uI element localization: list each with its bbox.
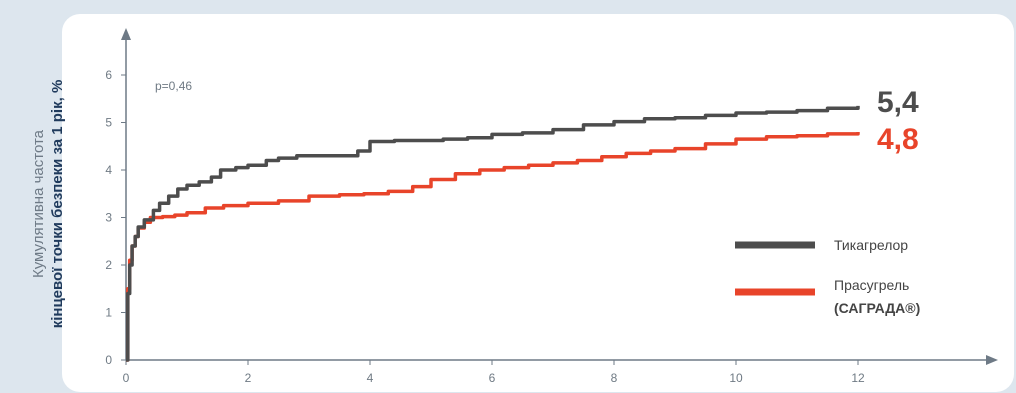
x-tick-label: 0 — [123, 371, 130, 385]
end-label-ticagrelor: 5,4 — [877, 86, 919, 119]
y-tick-label: 6 — [105, 68, 112, 82]
x-tick-label: 2 — [245, 371, 252, 385]
p-value-annotation: p=0,46 — [155, 79, 192, 93]
series-line-ticagrelor — [126, 105, 860, 362]
y-tick-label: 2 — [105, 258, 112, 272]
x-tick-label: 10 — [729, 371, 743, 385]
y-tick-label: 3 — [105, 211, 112, 225]
end-label-prasugrel: 4,8 — [877, 123, 919, 156]
y-tick-label: 4 — [105, 163, 112, 177]
x-tick-label: 6 — [489, 371, 496, 385]
chart-card — [62, 14, 1014, 392]
y-axis-arrow — [121, 28, 131, 40]
legend-label-prasugrel-line2: (САГРАДА®) — [834, 300, 920, 316]
axes — [121, 28, 998, 365]
y-tick-label: 0 — [105, 353, 112, 367]
x-tick-label: 12 — [851, 371, 865, 385]
x-tick-label: 8 — [611, 371, 618, 385]
series-lines — [126, 105, 860, 362]
y-tick-label: 1 — [105, 306, 112, 320]
legend-label-ticagrelor: Тикагрелор — [834, 237, 908, 253]
x-tick-label: 4 — [367, 371, 374, 385]
legend: Тикагрелор Прасугрель (САГРАДА®) — [735, 237, 920, 316]
x-axis-arrow — [986, 355, 998, 365]
legend-label-prasugrel-line1: Прасугрель — [834, 277, 909, 293]
y-tick-label: 5 — [105, 116, 112, 130]
